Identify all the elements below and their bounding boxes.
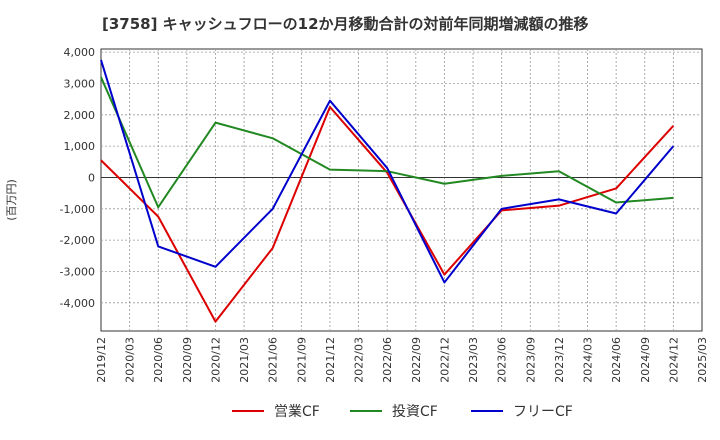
x-tick-label: 2024/12 bbox=[667, 337, 680, 383]
plot-area bbox=[100, 48, 703, 332]
series-lines bbox=[100, 59, 675, 323]
x-tick-label: 2022/06 bbox=[381, 337, 394, 383]
x-tick-label: 2020/03 bbox=[124, 337, 137, 383]
x-tick-label: 2020/12 bbox=[209, 337, 222, 383]
x-tick-label: 2023/12 bbox=[553, 337, 566, 383]
y-tick-label: 3,000 bbox=[64, 77, 96, 90]
x-tick-label: 2022/03 bbox=[353, 337, 366, 383]
y-tick-label: -2,000 bbox=[60, 234, 95, 247]
x-tick-label: 2020/06 bbox=[152, 337, 165, 383]
series-line bbox=[100, 105, 675, 323]
x-tick-label: 2022/09 bbox=[410, 337, 423, 383]
series-line bbox=[100, 76, 674, 209]
legend: 営業CF 投資CF フリーCF bbox=[232, 404, 573, 420]
x-tick-label: 2023/06 bbox=[496, 337, 509, 383]
grid bbox=[100, 48, 703, 332]
x-tick-label: 2020/09 bbox=[181, 337, 194, 383]
x-tick-label: 2023/09 bbox=[524, 337, 537, 383]
x-tick-label: 2019/12 bbox=[95, 337, 108, 383]
y-tick-label: -4,000 bbox=[60, 297, 95, 310]
x-tick-label: 2024/09 bbox=[639, 337, 652, 383]
x-tick-label: 2021/12 bbox=[324, 337, 337, 383]
legend-entry: 投資CF bbox=[392, 404, 438, 420]
series-line bbox=[100, 59, 675, 284]
axes: 4,000 3,000 2,000 1,000 0 -1,000 -2,000 -3,000 -… bbox=[60, 46, 709, 383]
x-tick-label: 2022/12 bbox=[438, 337, 451, 383]
y-tick-label: -3,000 bbox=[60, 265, 95, 278]
x-tick-label: 2024/03 bbox=[582, 337, 595, 383]
y-tick-label: 0 bbox=[88, 171, 95, 184]
chart-title: [3758] キャッシュフローの12か月移動合計の対前年同期増減額の推移 bbox=[102, 15, 589, 33]
x-tick-label: 2024/06 bbox=[610, 337, 623, 383]
x-tick-label: 2021/09 bbox=[295, 337, 308, 383]
legend-entry: フリーCF bbox=[513, 404, 573, 420]
x-tick-label: 2025/03 bbox=[696, 337, 709, 383]
legend-entry: 営業CF bbox=[274, 404, 320, 420]
y-tick-label: 4,000 bbox=[64, 46, 96, 59]
y-tick-label: 2,000 bbox=[64, 109, 96, 122]
y-axis-label: (百万円) bbox=[5, 179, 18, 221]
y-tick-label: 1,000 bbox=[64, 140, 96, 153]
y-tick-label: -1,000 bbox=[60, 203, 95, 216]
x-tick-label: 2023/03 bbox=[467, 337, 480, 383]
x-tick-label: 2021/03 bbox=[238, 337, 251, 383]
x-tick-label: 2021/06 bbox=[267, 337, 280, 383]
